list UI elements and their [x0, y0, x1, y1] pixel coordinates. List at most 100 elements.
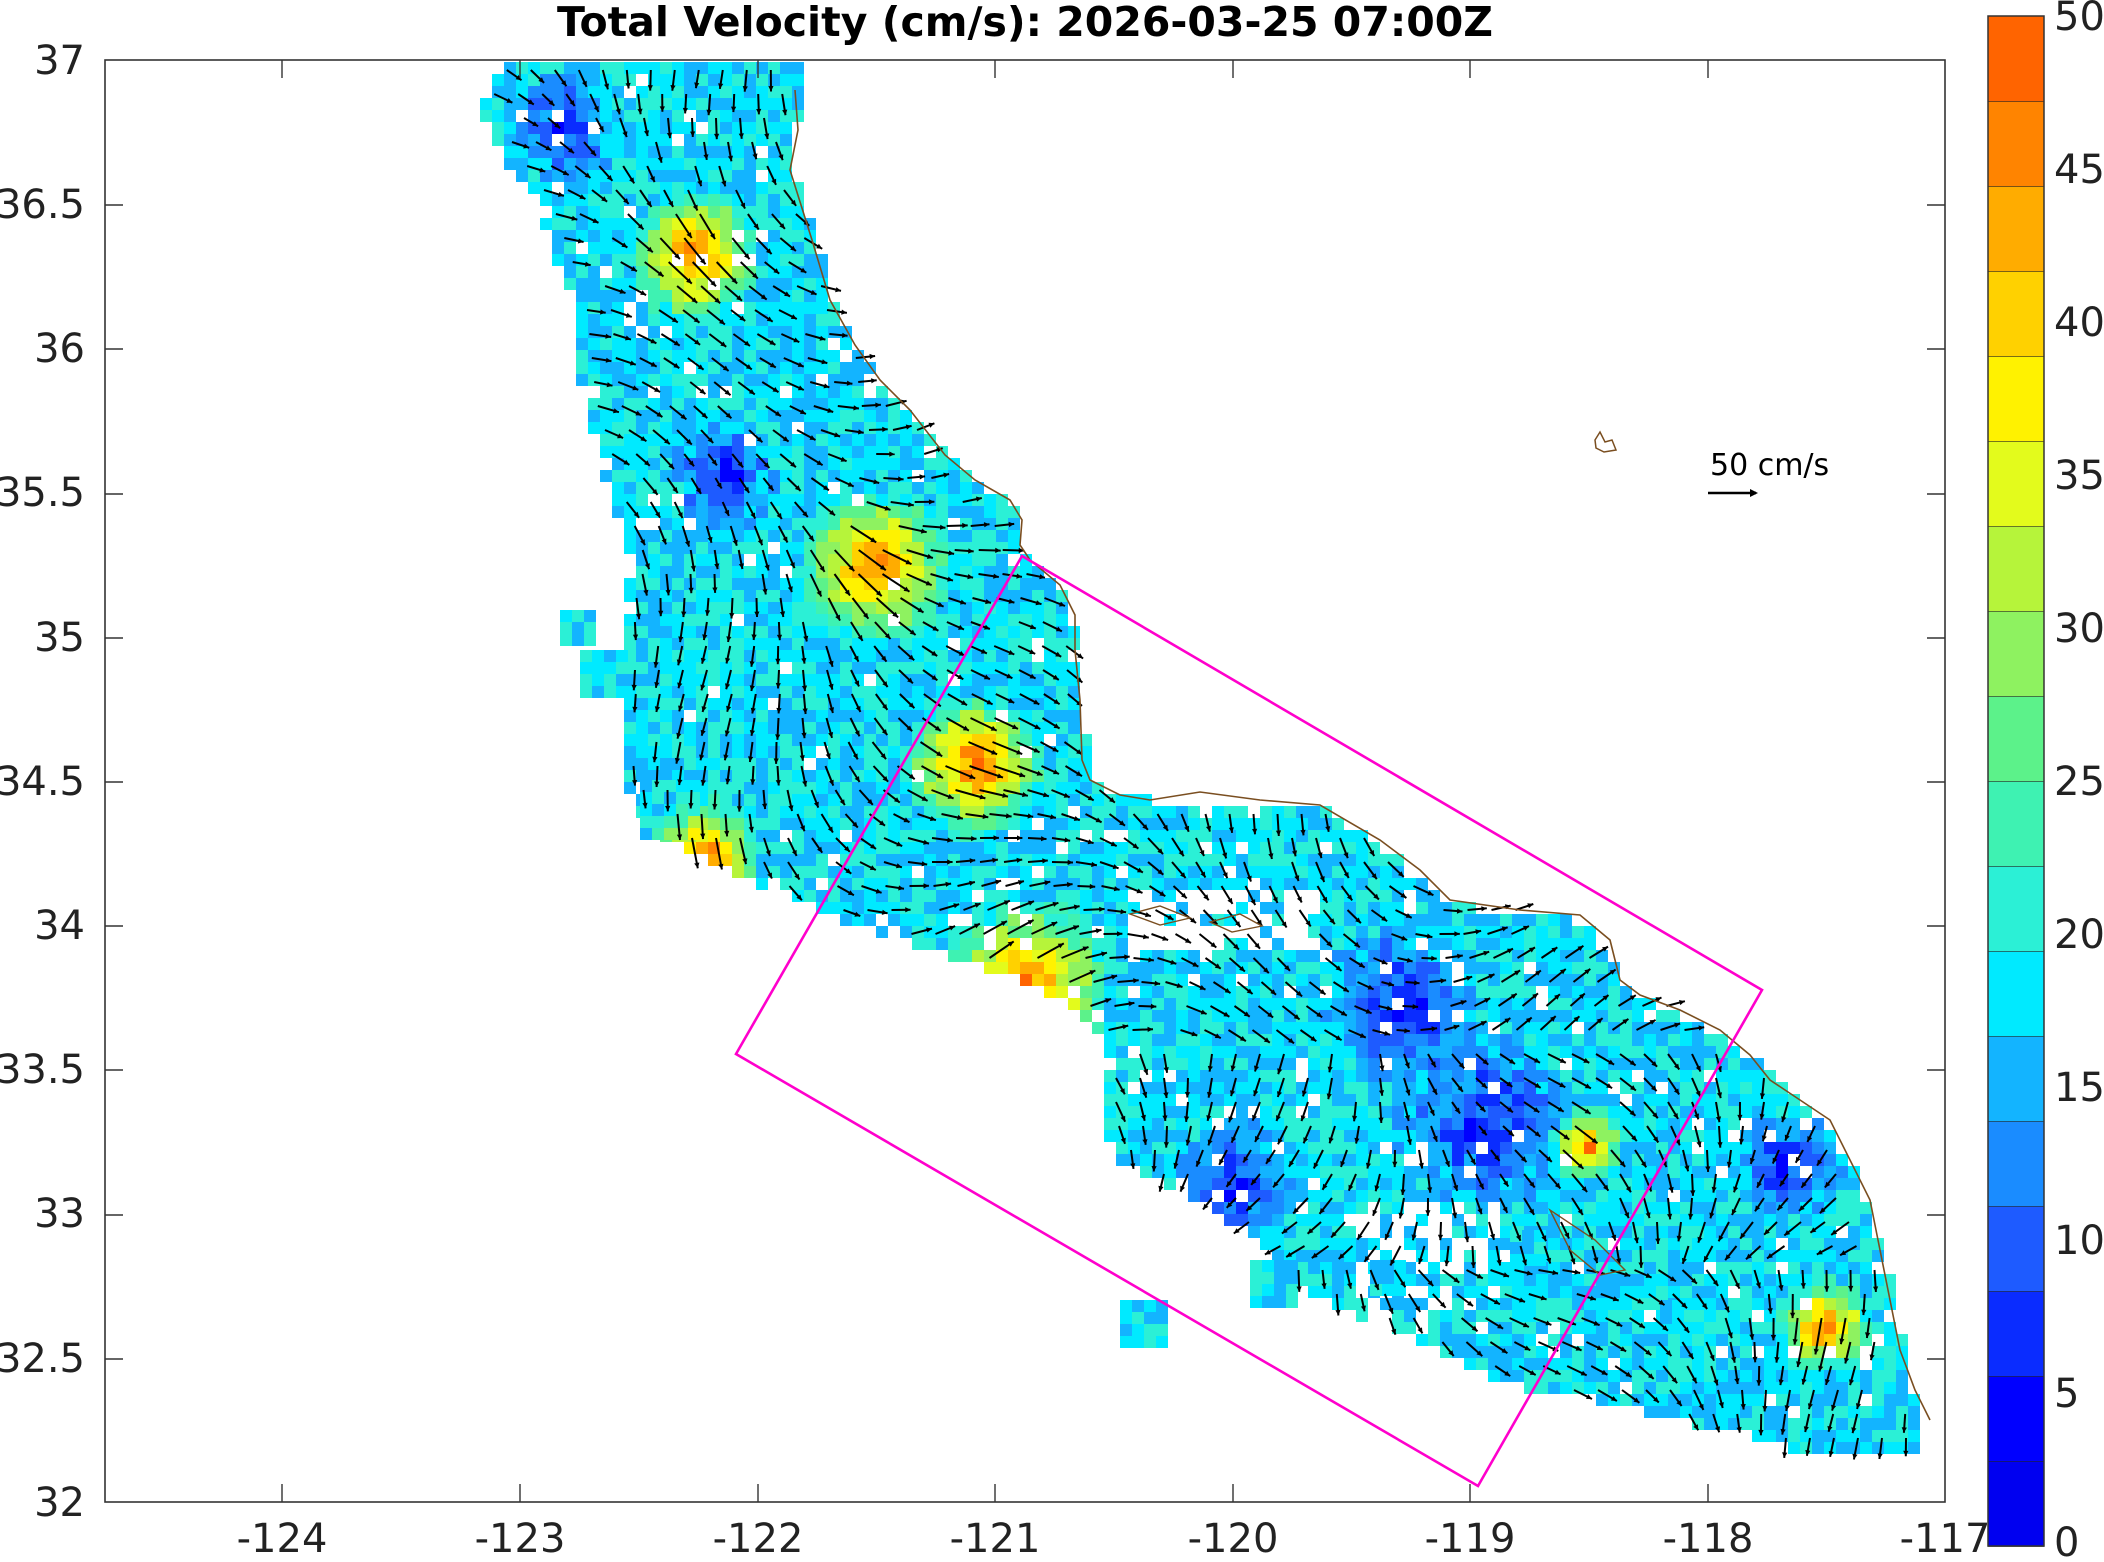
- velocity-cell: [624, 434, 636, 446]
- velocity-cell: [756, 206, 768, 218]
- velocity-cell: [1008, 866, 1020, 878]
- velocity-cell: [840, 710, 852, 722]
- velocity-arrowhead: [823, 485, 829, 491]
- velocity-cell: [1260, 1046, 1272, 1058]
- velocity-arrowhead: [523, 143, 530, 149]
- velocity-cell: [1392, 1010, 1404, 1022]
- velocity-cell: [640, 828, 652, 840]
- velocity-cell: [1380, 1094, 1392, 1106]
- velocity-cell: [684, 146, 696, 158]
- velocity-cell: [948, 854, 960, 866]
- velocity-cell: [1440, 1094, 1452, 1106]
- velocity-cell: [1632, 1274, 1644, 1286]
- velocity-cell: [640, 804, 652, 816]
- velocity-cell: [1560, 998, 1572, 1010]
- velocity-cell: [708, 518, 720, 530]
- velocity-cell: [1392, 1142, 1404, 1154]
- velocity-cell: [996, 722, 1008, 734]
- velocity-cell: [888, 866, 900, 878]
- velocity-cell: [1668, 1406, 1680, 1418]
- velocity-cell: [1212, 1142, 1224, 1154]
- velocity-cell: [1320, 1154, 1332, 1166]
- velocity-cell: [720, 302, 732, 314]
- velocity-cell: [1692, 1346, 1704, 1358]
- velocity-cell: [1008, 950, 1020, 962]
- velocity-cell: [684, 218, 696, 230]
- velocity-cell: [584, 610, 596, 622]
- velocity-cell: [960, 950, 972, 962]
- velocity-cell: [1164, 806, 1176, 818]
- velocity-cell: [1728, 1106, 1740, 1118]
- velocity-cell: [1860, 1370, 1872, 1382]
- velocity-cell: [1248, 866, 1260, 878]
- velocity-cell: [1512, 1034, 1524, 1046]
- velocity-cell: [1692, 1250, 1704, 1262]
- velocity-cell: [900, 542, 912, 554]
- velocity-cell: [1524, 1058, 1536, 1070]
- velocity-cell: [624, 530, 636, 542]
- velocity-cell: [1584, 1178, 1596, 1190]
- velocity-cell: [756, 134, 768, 146]
- velocity-cell: [1812, 1178, 1824, 1190]
- velocity-cell: [1584, 1010, 1596, 1022]
- velocity-cell: [780, 650, 792, 662]
- velocity-cell: [1500, 1226, 1512, 1238]
- velocity-cell: [684, 662, 696, 674]
- velocity-cell: [1116, 1094, 1128, 1106]
- velocity-cell: [1380, 1070, 1392, 1082]
- velocity-cell: [708, 854, 720, 866]
- velocity-cell: [948, 746, 960, 758]
- velocity-cell: [1632, 1394, 1644, 1406]
- velocity-cell: [584, 634, 596, 646]
- velocity-cell: [888, 410, 900, 422]
- velocity-cell: [1416, 1190, 1428, 1202]
- velocity-arrowhead: [799, 409, 806, 414]
- velocity-cell: [1752, 1298, 1764, 1310]
- velocity-cell: [1848, 1190, 1860, 1202]
- velocity-cell: [1776, 1094, 1788, 1106]
- velocity-arrowhead: [917, 607, 924, 613]
- velocity-cell: [732, 638, 744, 650]
- velocity-arrowhead: [726, 636, 732, 642]
- velocity-cell: [960, 554, 972, 566]
- velocity-cell: [1344, 1154, 1356, 1166]
- velocity-cell: [804, 386, 816, 398]
- velocity-cell: [1056, 962, 1068, 974]
- velocity-cell: [1656, 1346, 1668, 1358]
- velocity-cell: [996, 746, 1008, 758]
- velocity-cell: [1272, 962, 1284, 974]
- velocity-cell: [1080, 950, 1092, 962]
- velocity-arrowhead: [976, 496, 982, 502]
- velocity-cell: [864, 458, 876, 470]
- velocity-cell: [912, 710, 924, 722]
- velocity-cell: [792, 206, 804, 218]
- velocity-cell: [1020, 602, 1032, 614]
- velocity-cell: [1356, 890, 1368, 902]
- velocity-cell: [648, 626, 660, 638]
- velocity-cell: [1188, 1190, 1200, 1202]
- velocity-cell: [816, 782, 828, 794]
- velocity-arrowhead: [790, 314, 797, 319]
- velocity-cell: [1812, 1298, 1824, 1310]
- velocity-cell: [696, 398, 708, 410]
- velocity-cell: [640, 792, 652, 804]
- velocity-cell: [828, 434, 840, 446]
- velocity-cell: [600, 470, 612, 482]
- velocity-cell: [696, 158, 708, 170]
- velocity-cell: [1176, 962, 1188, 974]
- velocity-cell: [1848, 1250, 1860, 1262]
- velocity-cell: [1596, 1310, 1608, 1322]
- velocity-cell: [756, 422, 768, 434]
- velocity-cell: [816, 626, 828, 638]
- velocity-cell: [708, 206, 720, 218]
- velocity-cell: [756, 758, 768, 770]
- velocity-cell: [1728, 1226, 1740, 1238]
- velocity-cell: [1764, 1382, 1776, 1394]
- velocity-cell: [1752, 1166, 1764, 1178]
- velocity-cell: [888, 674, 900, 686]
- velocity-cell: [984, 914, 996, 926]
- velocity-cell: [1356, 1022, 1368, 1034]
- velocity-cell: [1308, 962, 1320, 974]
- velocity-cell: [604, 686, 616, 698]
- velocity-cell: [720, 554, 732, 566]
